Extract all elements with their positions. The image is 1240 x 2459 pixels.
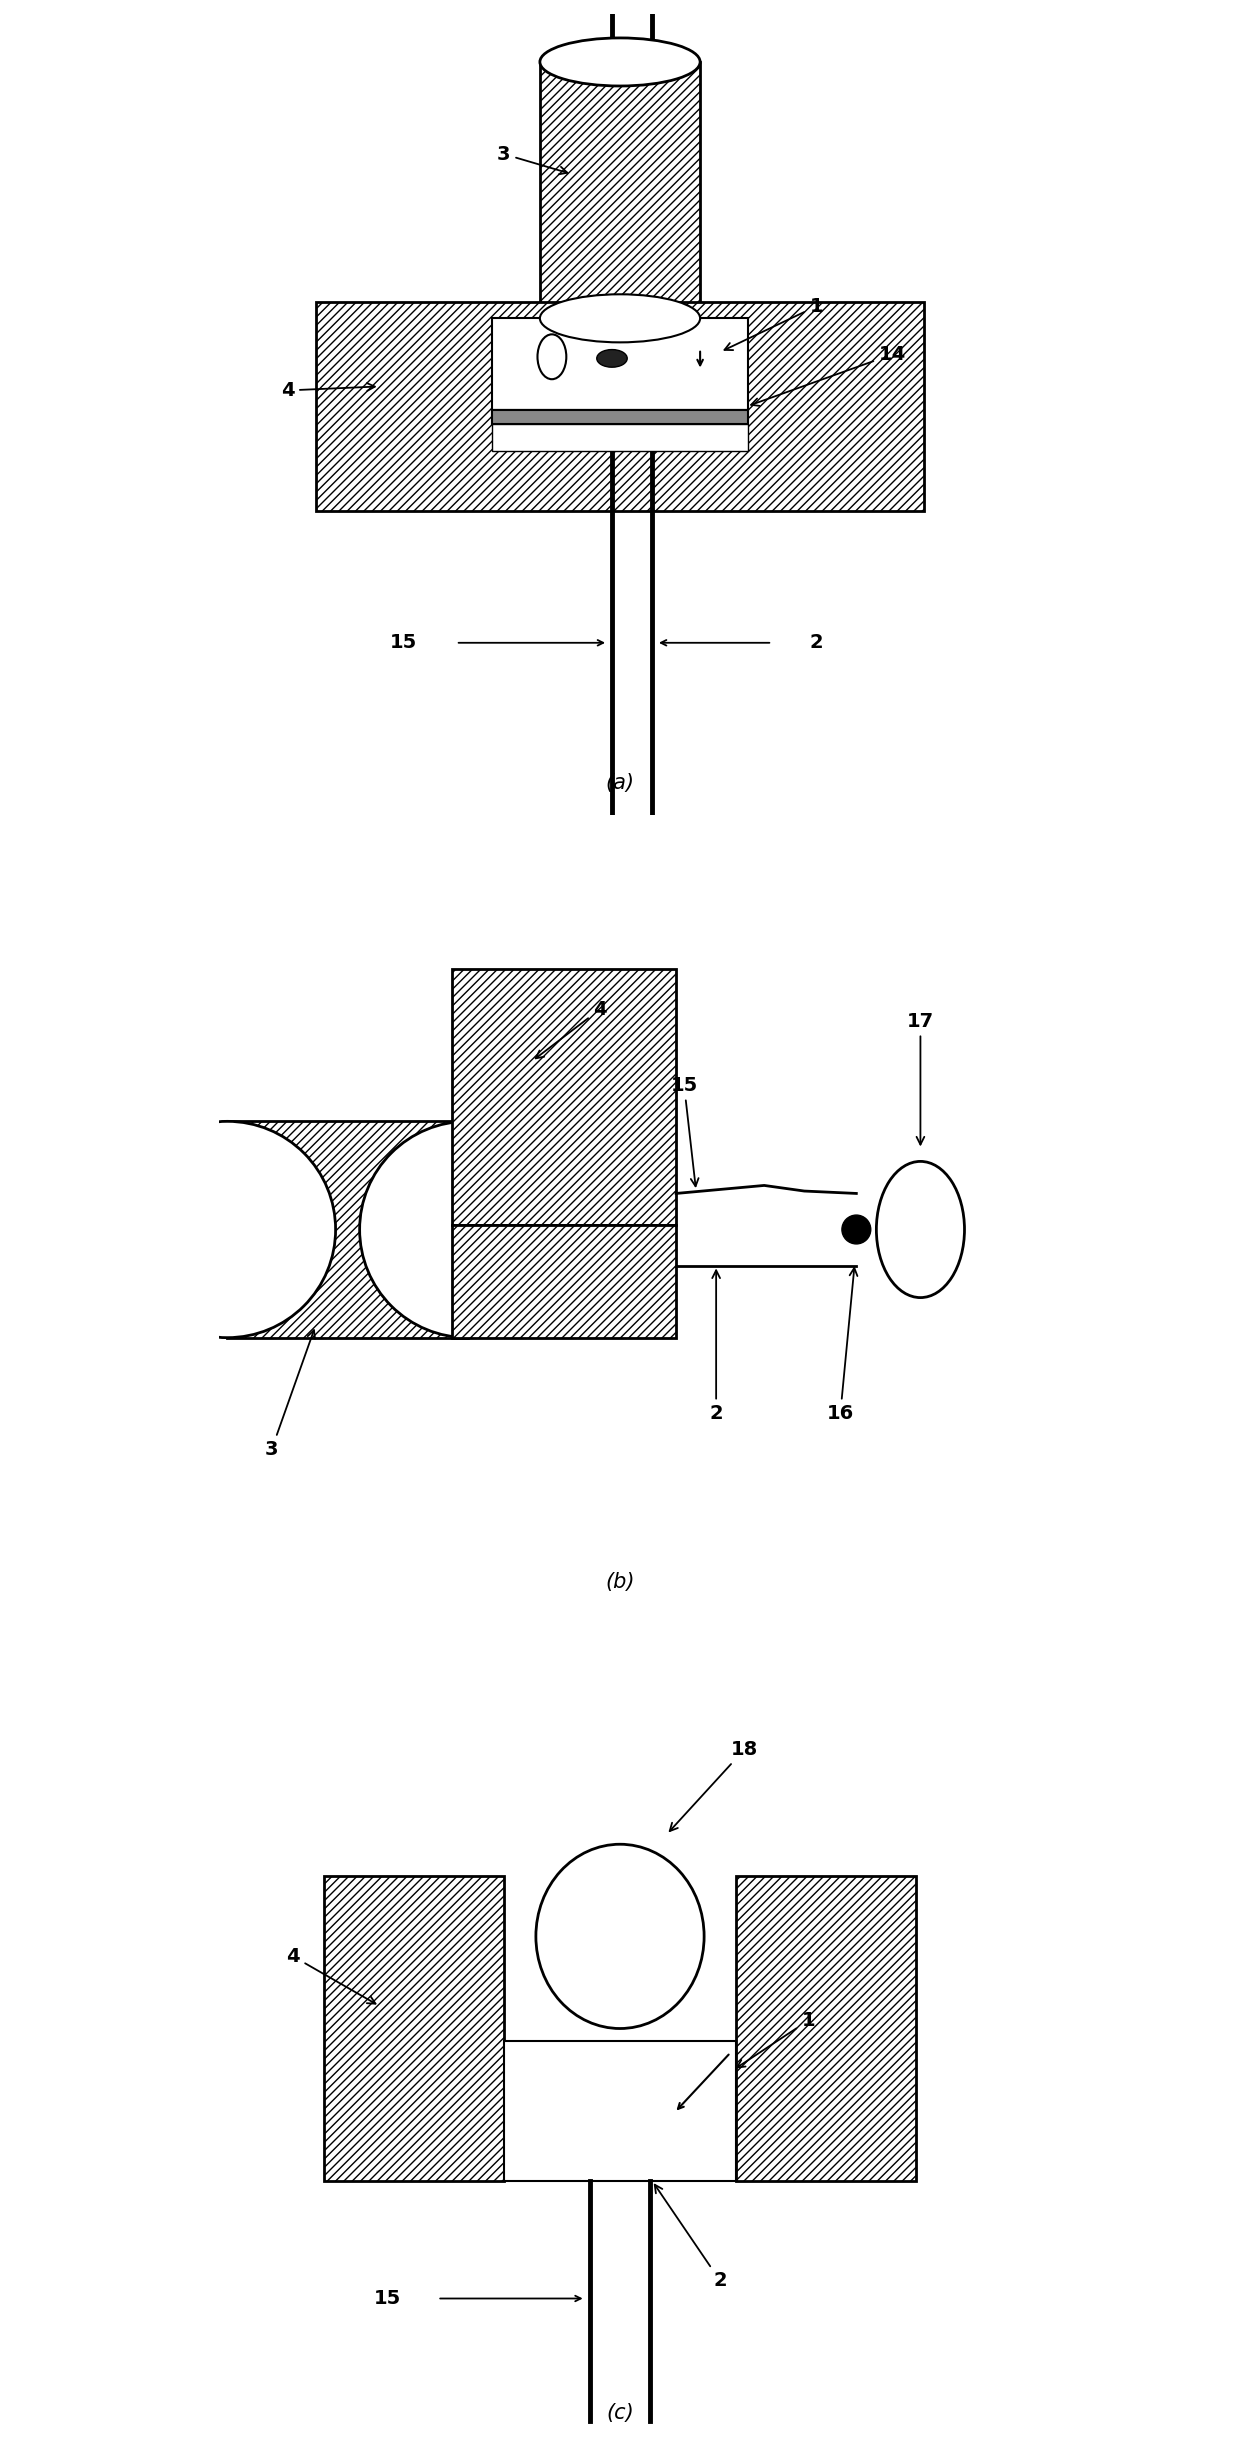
Text: 2: 2 bbox=[709, 1271, 723, 1424]
Text: 14: 14 bbox=[751, 344, 906, 406]
Ellipse shape bbox=[537, 334, 567, 379]
Ellipse shape bbox=[877, 1161, 965, 1298]
Text: 16: 16 bbox=[827, 1269, 857, 1424]
Bar bbox=[503, 2041, 737, 2181]
Bar bbox=[492, 411, 748, 423]
Bar bbox=[737, 1876, 916, 2181]
Text: 4: 4 bbox=[286, 1948, 376, 2004]
Text: 2: 2 bbox=[655, 2184, 727, 2289]
Text: (c): (c) bbox=[606, 2402, 634, 2422]
Text: 1: 1 bbox=[724, 298, 823, 349]
Text: 15: 15 bbox=[374, 2289, 402, 2309]
Text: 4: 4 bbox=[536, 1001, 606, 1057]
Bar bbox=[451, 969, 676, 1225]
Text: 3: 3 bbox=[265, 1330, 315, 1458]
Text: 17: 17 bbox=[906, 1011, 934, 1143]
Bar bbox=[492, 423, 748, 450]
Bar bbox=[492, 317, 748, 411]
Bar bbox=[539, 61, 701, 317]
Circle shape bbox=[842, 1215, 870, 1244]
Ellipse shape bbox=[536, 1844, 704, 2029]
Text: (a): (a) bbox=[605, 772, 635, 792]
Text: 2: 2 bbox=[810, 634, 823, 652]
Text: 18: 18 bbox=[670, 1741, 758, 1832]
Ellipse shape bbox=[360, 1121, 575, 1338]
Text: 15: 15 bbox=[671, 1075, 698, 1185]
Ellipse shape bbox=[119, 1121, 336, 1338]
Bar bbox=[315, 302, 925, 511]
Text: 4: 4 bbox=[280, 381, 374, 401]
Ellipse shape bbox=[539, 295, 701, 342]
Text: 1: 1 bbox=[737, 2011, 815, 2068]
Bar bbox=[492, 411, 748, 423]
Text: (b): (b) bbox=[605, 1571, 635, 1591]
Text: 3: 3 bbox=[497, 145, 568, 175]
Ellipse shape bbox=[596, 349, 627, 366]
Text: 15: 15 bbox=[391, 634, 418, 652]
Bar bbox=[227, 1121, 467, 1338]
Ellipse shape bbox=[539, 37, 701, 86]
Bar bbox=[324, 1876, 503, 2181]
Bar bbox=[451, 1225, 676, 1338]
